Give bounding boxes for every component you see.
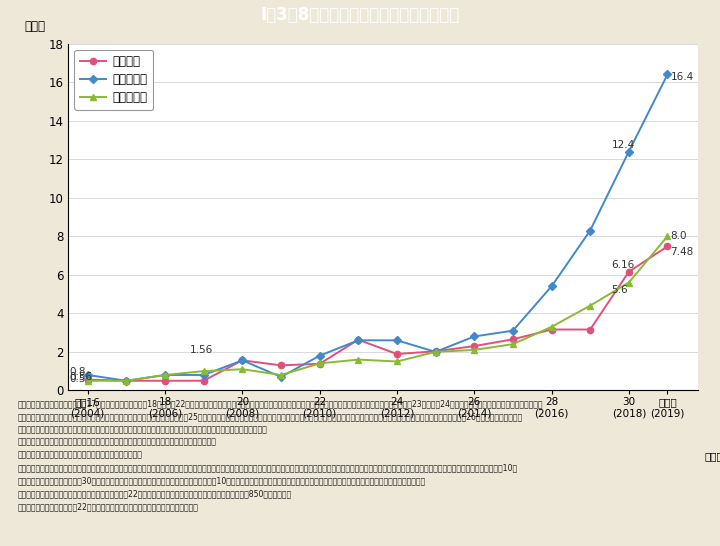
Text: 8.0: 8.0 — [670, 231, 687, 241]
Text: I－3－8図　男性の育児休業取得率の推移: I－3－8図 男性の育児休業取得率の推移 — [261, 6, 459, 24]
Text: 0.5: 0.5 — [69, 375, 86, 384]
Text: 6.16: 6.16 — [611, 260, 635, 270]
Text: 12.4: 12.4 — [611, 140, 635, 150]
Text: 16.4: 16.4 — [670, 72, 694, 82]
Text: 0.56: 0.56 — [69, 372, 92, 382]
Text: 7.48: 7.48 — [670, 247, 694, 257]
Text: 1.56: 1.56 — [190, 345, 213, 355]
Text: 5.6: 5.6 — [611, 285, 628, 295]
Text: （備考）１．国家公務員は，平成17年度までは総務省，平成18年度から22年度までは総務省・人事院「女性国家公務員の採用・登用の拡大状況等のフォローアップの実施結: （備考）１．国家公務員は，平成17年度までは総務省，平成18年度から22年度まで… — [18, 399, 544, 511]
Legend: 民間企業, 国家公務員, 地方公務員: 民間企業, 国家公務員, 地方公務員 — [74, 50, 153, 110]
Text: （年度）: （年度） — [705, 451, 720, 461]
Text: 0.8: 0.8 — [69, 367, 86, 377]
Text: （％）: （％） — [24, 20, 45, 33]
